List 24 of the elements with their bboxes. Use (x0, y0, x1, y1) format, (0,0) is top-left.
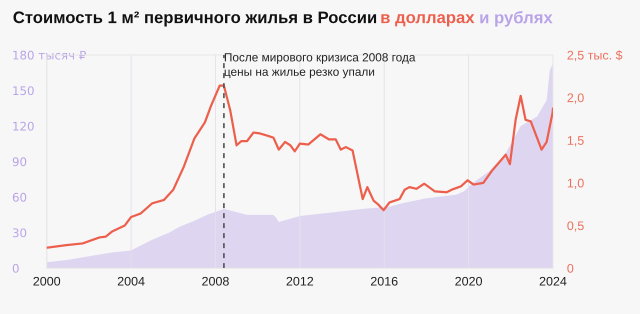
text: в долларах (381, 14, 474, 27)
line-series (46, 84, 553, 249)
x-tick-label: 2012 (286, 276, 314, 286)
y-tick-label: 30 (12, 228, 26, 238)
x-tick-label: 2024 (540, 276, 566, 286)
y-tick-label: 60 (12, 192, 26, 202)
y-tick-label: 90 (12, 157, 26, 166)
x-tick-label: 2008 (202, 276, 229, 286)
y2-tick-label: 2,0 (567, 93, 584, 104)
y2-tick-label: 2,5 тыс. $ (567, 50, 622, 62)
text: и рублях (480, 10, 553, 27)
y2-tick-label: 1,0 (568, 178, 584, 190)
x-tick-label: 2000 (33, 276, 60, 286)
y2-tick-label: 1,5 (568, 136, 584, 146)
y-tick-label: 150 (13, 86, 34, 96)
y2-tick-label: 0 (567, 264, 574, 273)
x-tick-label: 2016 (370, 276, 398, 286)
x-tick-label: 2004 (118, 276, 145, 286)
y2-tick-label: 0,5 (567, 221, 584, 232)
chart-title: Стоимость 1 м² первичного жилья в России (13, 11, 376, 27)
ref-line-label: После мирового кризиса 2008 года цены на жилье резко упали (224, 53, 416, 78)
x-tick-label: 2020 (455, 276, 482, 286)
y-tick-label: 0 (12, 264, 19, 273)
y-tick-label: 120 (13, 122, 34, 131)
